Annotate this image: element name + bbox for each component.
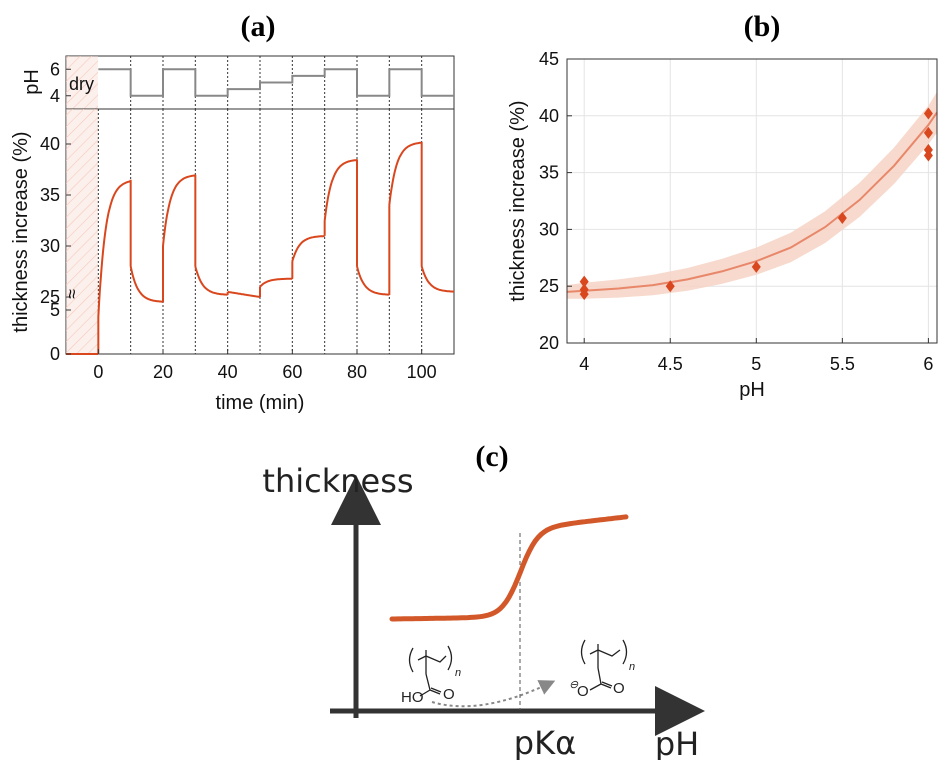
b-y-tick-label: 20 bbox=[539, 333, 559, 353]
ph-tick-label: 4 bbox=[50, 86, 60, 106]
thickness-axis-label: thickness increase (%) bbox=[10, 131, 32, 332]
axis-break-symbol: ≈ bbox=[62, 289, 82, 299]
ph-step-line bbox=[98, 68, 454, 97]
left-bracket-open bbox=[408, 647, 414, 673]
left-carboxyl bbox=[419, 673, 442, 697]
thickness-segment bbox=[323, 159, 358, 221]
data-point bbox=[923, 149, 933, 162]
fit-confidence-band bbox=[567, 91, 937, 299]
thickness-tick-label: 5 bbox=[50, 300, 60, 320]
b-frame bbox=[566, 58, 938, 344]
thickness-segment bbox=[356, 266, 390, 296]
ph-y-ticks: 46 bbox=[50, 59, 71, 106]
data-point bbox=[665, 280, 675, 293]
c-y-axis-label: thickness bbox=[262, 462, 413, 500]
data-points bbox=[579, 107, 933, 301]
b-gridlines bbox=[567, 58, 937, 344]
thickness-segment bbox=[194, 266, 228, 296]
right-bracket-open bbox=[580, 639, 586, 665]
thickness-tick-label: 30 bbox=[40, 236, 60, 256]
c-sigmoid-curve bbox=[389, 514, 629, 622]
thickness-segment bbox=[420, 266, 454, 293]
b-x-ticks: 4 4.5 5 5.5 6 bbox=[579, 338, 933, 374]
time-tick-label: 80 bbox=[347, 362, 367, 382]
b-y-tick-label: 30 bbox=[539, 219, 559, 239]
panel-c-label: (c) bbox=[475, 440, 508, 473]
dry-annotation: dry bbox=[69, 74, 94, 94]
time-tick-label: 0 bbox=[93, 362, 103, 382]
time-axis-label: time (min) bbox=[216, 392, 305, 414]
b-x-tick-label: 5 bbox=[751, 354, 761, 374]
thickness-tick-label: 25 bbox=[40, 287, 60, 307]
b-x-tick-label: 4.5 bbox=[658, 354, 683, 374]
dry-fill bbox=[66, 109, 98, 354]
left-bracket-close bbox=[447, 645, 453, 671]
thickness-y-ticks: 0 525 30 35 40 bbox=[40, 134, 71, 364]
data-point bbox=[923, 126, 933, 139]
thickness-segment bbox=[162, 174, 196, 247]
right-o-label: O bbox=[613, 680, 625, 697]
thickness-tick-label: 40 bbox=[40, 134, 60, 154]
time-tick-label: 40 bbox=[218, 362, 238, 382]
b-y-tick-label: 35 bbox=[539, 163, 559, 183]
b-y-tick-label: 45 bbox=[539, 49, 559, 69]
b-y-axis-label: thickness increase (%) bbox=[507, 100, 529, 301]
right-charge: ⊖ bbox=[569, 679, 579, 691]
ph-tick-label: 6 bbox=[50, 59, 60, 79]
left-species: HO O n bbox=[401, 645, 461, 706]
ph-segment-dividers bbox=[130, 56, 423, 109]
b-x-tick-label: 6 bbox=[923, 354, 933, 374]
time-tick-label: 100 bbox=[407, 362, 437, 382]
panel-c: (c) thickness pH pKα HO O n O ⊖ bbox=[262, 440, 705, 760]
thickness-segment bbox=[291, 235, 325, 262]
right-bracket-close bbox=[622, 639, 628, 665]
right-species: O ⊖ O n bbox=[569, 639, 635, 700]
ph-axis-label: pH bbox=[21, 69, 43, 95]
b-x-tick-label: 5.5 bbox=[830, 354, 855, 374]
panel-a-label: (a) bbox=[241, 10, 276, 43]
data-point bbox=[579, 275, 589, 288]
data-point bbox=[923, 107, 933, 120]
dry-shading bbox=[66, 109, 98, 354]
right-n-subscript: n bbox=[629, 661, 635, 673]
segment-dividers bbox=[97, 109, 423, 354]
right-o-minus-label: O bbox=[577, 683, 589, 700]
ph-dry-fill bbox=[66, 56, 98, 109]
b-y-ticks: 20 25 30 35 40 45 bbox=[539, 49, 572, 353]
thickness-curve bbox=[97, 141, 454, 354]
thickness-segment bbox=[129, 266, 163, 303]
left-n-subscript: n bbox=[455, 667, 461, 679]
thickness-segment bbox=[388, 141, 422, 206]
time-tick-label: 20 bbox=[153, 362, 173, 382]
right-carboxylate bbox=[589, 667, 613, 691]
c-x-axis-label: pH bbox=[655, 725, 699, 760]
b-y-tick-label: 25 bbox=[539, 276, 559, 296]
ph-dry-shading bbox=[66, 56, 98, 109]
left-backbone bbox=[417, 655, 447, 663]
thickness-segment bbox=[259, 277, 293, 288]
panel-b: (b) 20 25 30 35 40 45 4 4.5 5 5.5 6 pH thickness … bbox=[507, 10, 938, 401]
data-point bbox=[751, 260, 761, 273]
thickness-segment bbox=[97, 180, 131, 318]
right-backbone bbox=[589, 649, 621, 657]
thickness-segment bbox=[227, 290, 261, 298]
thickness-tick-label: 0 bbox=[50, 344, 60, 364]
panel-b-label: (b) bbox=[744, 10, 781, 43]
b-x-axis-label: pH bbox=[739, 379, 765, 401]
b-y-tick-label: 40 bbox=[539, 106, 559, 126]
time-tick-label: 60 bbox=[282, 362, 302, 382]
deprotonation-arrow bbox=[431, 680, 556, 708]
left-o-label: O bbox=[443, 686, 455, 703]
thickness-tick-label: 35 bbox=[40, 185, 60, 205]
pka-label: pKα bbox=[514, 724, 576, 760]
data-point bbox=[837, 212, 847, 225]
data-point bbox=[579, 288, 589, 301]
time-x-ticks: 0 20 40 60 80 100 bbox=[93, 349, 437, 382]
b-x-tick-label: 4 bbox=[579, 354, 589, 374]
left-ho-label: HO bbox=[401, 689, 424, 706]
